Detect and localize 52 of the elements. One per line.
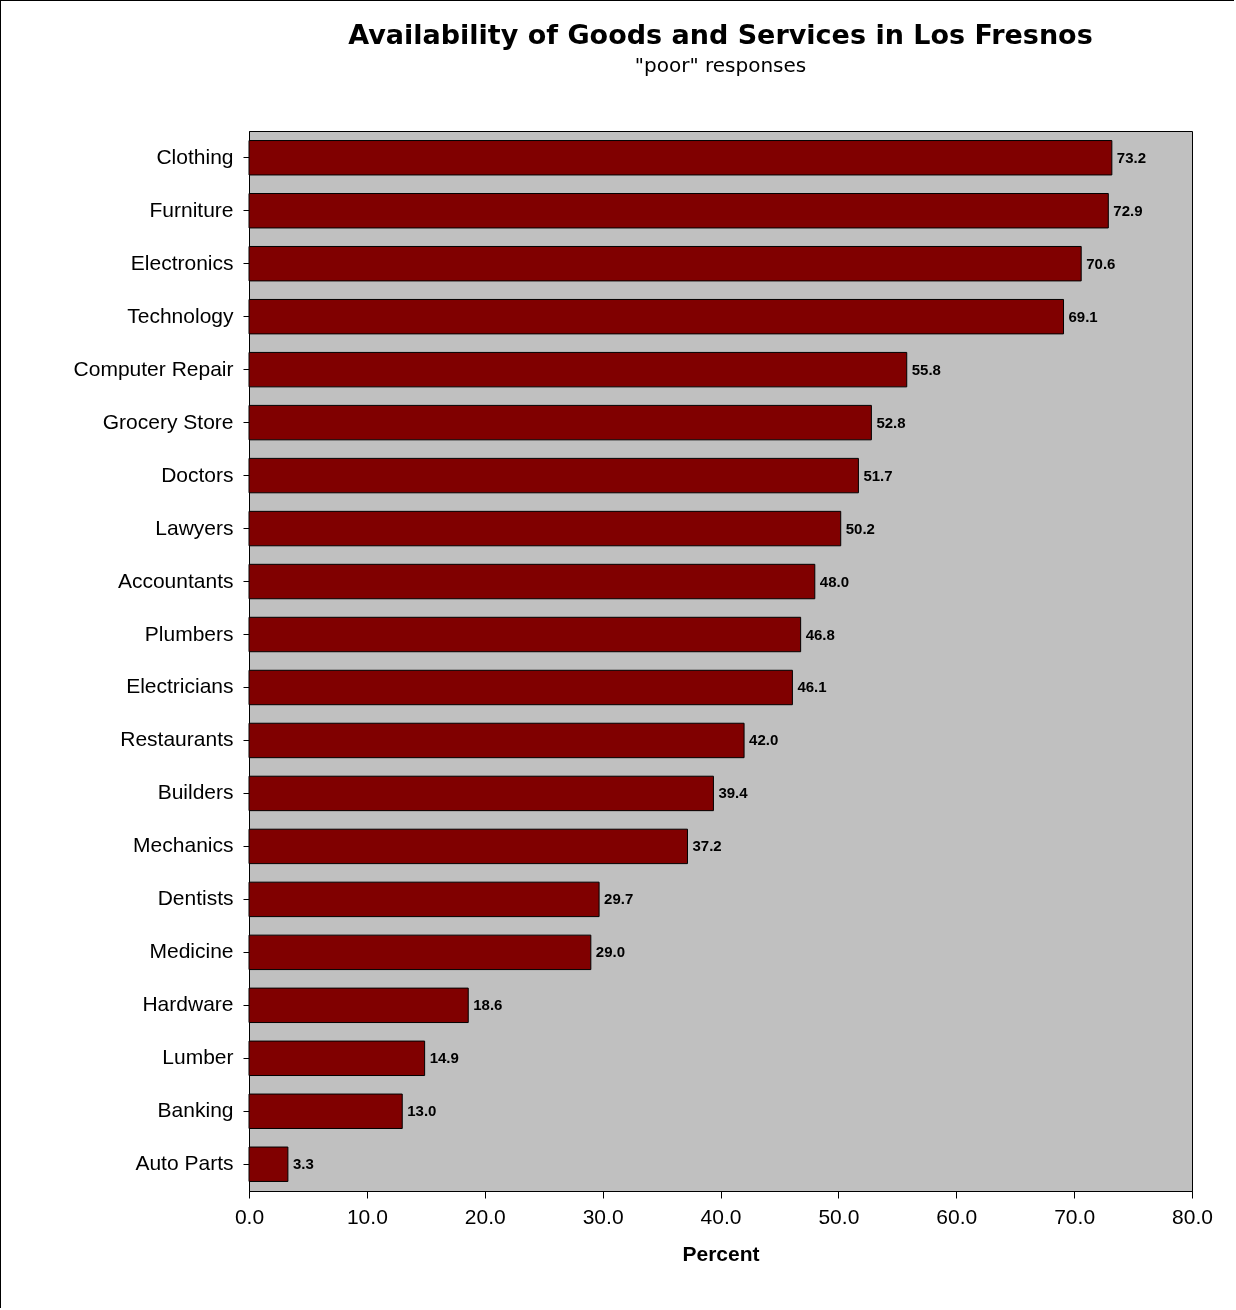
- data-label: 70.6: [1086, 254, 1116, 272]
- data-label: 50.2: [845, 519, 875, 537]
- x-tick-label: 50.0: [818, 1204, 860, 1228]
- y-tick-label: Furniture: [149, 197, 234, 221]
- y-tick-label: Banking: [157, 1098, 234, 1122]
- x-tick-label: 60.0: [936, 1204, 978, 1228]
- y-tick-label: Builders: [157, 780, 234, 804]
- data-label: 52.8: [876, 413, 906, 431]
- y-tick-label: Accountants: [117, 568, 234, 592]
- x-tick-label: 0.0: [234, 1204, 265, 1228]
- data-label: 14.9: [429, 1049, 459, 1067]
- data-label: 29.0: [595, 943, 626, 961]
- y-tick-label: Hardware: [142, 992, 234, 1016]
- y-tick-label: Computer Repair: [73, 356, 234, 380]
- x-tick-label: 40.0: [700, 1204, 742, 1228]
- x-tick-label: 70.0: [1054, 1204, 1096, 1228]
- y-tick-label: Dentists: [157, 886, 234, 910]
- data-label: 51.7: [863, 466, 893, 484]
- data-label: 55.8: [911, 360, 941, 378]
- y-tick-label: Plumbers: [144, 621, 234, 645]
- y-tick-label: Doctors: [161, 462, 234, 486]
- x-tick-label: 10.0: [346, 1204, 388, 1228]
- x-axis-title: Percent: [682, 1241, 760, 1265]
- y-tick-label: Restaurants: [120, 727, 234, 751]
- data-label: 3.3: [292, 1155, 314, 1173]
- data-label: 73.2: [1116, 148, 1147, 166]
- data-label: 46.8: [805, 625, 835, 643]
- data-label: 42.0: [749, 731, 779, 749]
- y-tick-label: Lawyers: [155, 515, 234, 539]
- y-tick-label: Auto Parts: [135, 1151, 234, 1175]
- x-tick-label: 20.0: [464, 1204, 506, 1228]
- data-label: 69.1: [1068, 307, 1098, 325]
- y-tick-label: Medicine: [149, 939, 234, 963]
- data-label: 39.4: [718, 784, 749, 802]
- y-tick-label: Electricians: [126, 674, 234, 698]
- data-label: 29.7: [604, 890, 634, 908]
- data-label: 13.0: [407, 1102, 437, 1120]
- data-label: 46.1: [797, 678, 827, 696]
- data-label: 72.9: [1113, 201, 1143, 219]
- y-tick-label: Electronics: [130, 250, 234, 274]
- y-tick-label: Technology: [127, 303, 234, 327]
- y-tick-label: Grocery Store: [102, 409, 234, 433]
- y-tick-label: Clothing: [156, 144, 234, 168]
- chart-subtitle: "poor" responses: [634, 53, 807, 77]
- y-tick-label: Lumber: [162, 1045, 234, 1069]
- x-tick-label: 30.0: [582, 1204, 624, 1228]
- chart-title: Availability of Goods and Services in Los Fresnos: [348, 19, 1093, 50]
- data-label: 18.6: [473, 996, 503, 1014]
- data-label: 48.0: [819, 572, 849, 590]
- x-tick-label: 80.0: [1172, 1204, 1213, 1228]
- y-tick-label: Mechanics: [133, 833, 234, 857]
- data-label: 37.2: [692, 837, 722, 855]
